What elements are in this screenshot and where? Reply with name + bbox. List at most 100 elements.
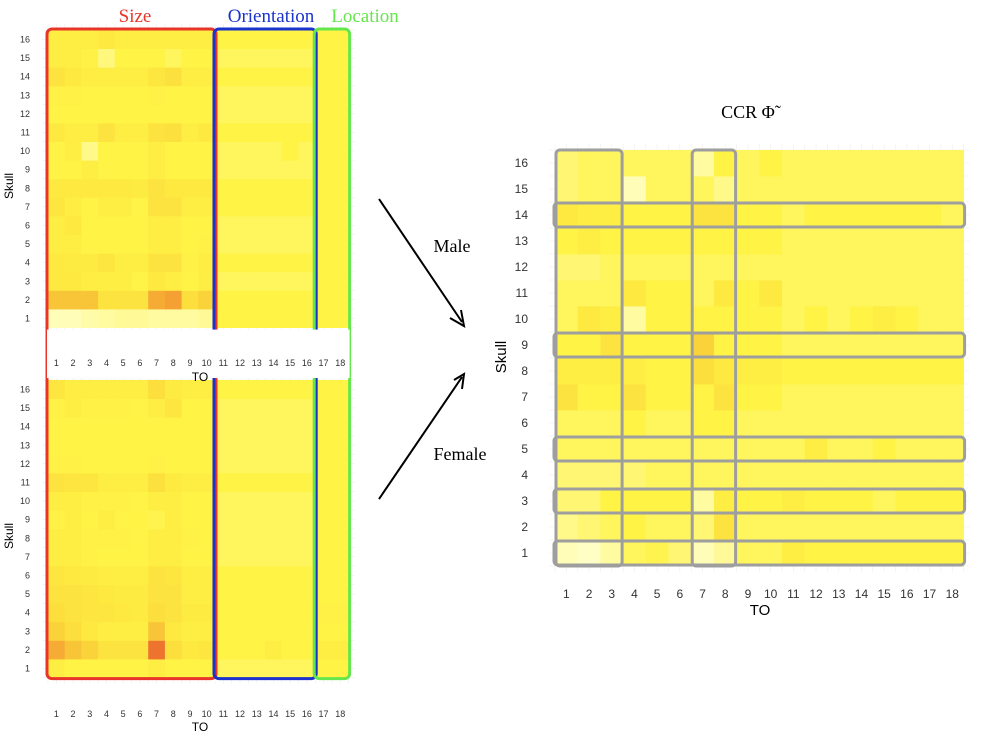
heatmap-cell — [265, 234, 283, 254]
heatmap-cell — [827, 358, 851, 385]
heatmap-cell — [331, 454, 349, 474]
heatmap-cell — [181, 473, 199, 492]
heatmap-cell — [713, 228, 737, 255]
ccr-xlabel: TO — [750, 602, 771, 619]
heatmap-cell — [281, 473, 299, 492]
heatmap-cell — [827, 176, 851, 203]
y-tick-label: 11 — [21, 477, 30, 487]
heatmap-cell — [281, 380, 299, 399]
heatmap-cell — [114, 253, 132, 273]
heatmap-cell — [298, 104, 316, 124]
heatmap-cell — [148, 160, 166, 180]
heatmap-cell — [198, 473, 216, 492]
heatmap-cell — [872, 462, 896, 489]
heatmap-cell — [691, 462, 715, 489]
heatmap-cell — [331, 30, 349, 49]
y-tick-label: 16 — [20, 34, 30, 44]
heatmap-cell — [555, 488, 579, 515]
heatmap-cell — [114, 48, 132, 68]
heatmap-cell — [181, 584, 199, 604]
heatmap-cell — [248, 398, 266, 418]
heatmap-cell — [231, 271, 249, 291]
heatmap-cell — [331, 603, 349, 623]
heatmap-cell — [131, 417, 149, 437]
heatmap-cell — [315, 621, 333, 641]
y-tick-label: 2 — [25, 295, 30, 305]
heatmap-cell — [81, 621, 99, 641]
heatmap-cell — [759, 176, 783, 203]
heatmap-cell — [164, 197, 182, 217]
y-tick-label: 5 — [25, 589, 30, 599]
group-boxes: 1 2 3 4 5 6 7 8 9 10 11 12 13 14 15 16 17 18 — [45, 27, 967, 681]
heatmap-cell — [265, 271, 283, 291]
heatmap-cell — [668, 228, 692, 255]
y-tick-label: 6 — [25, 220, 30, 230]
heatmap-cell — [315, 566, 333, 585]
heatmap-cell — [872, 514, 896, 541]
y-tick-label: 1 — [521, 546, 528, 560]
heatmap-cell — [248, 85, 266, 105]
heatmap-cell — [131, 640, 149, 660]
heatmap-cell — [164, 216, 182, 235]
heatmap-cell — [48, 234, 66, 254]
heatmap-cell — [713, 332, 737, 359]
heatmap-cell — [148, 85, 166, 105]
heatmap-cell — [181, 510, 199, 530]
heatmap-cell — [164, 160, 182, 180]
heatmap-cell — [98, 584, 116, 604]
heatmap-cell — [48, 104, 66, 124]
heatmap-cell — [940, 462, 964, 489]
heatmap-cell — [804, 410, 828, 437]
heatmap-cell — [850, 228, 874, 255]
y-tick-label: 9 — [25, 515, 30, 525]
heatmap-cell — [298, 178, 316, 198]
heatmap-cell — [668, 150, 692, 177]
heatmap-cell — [148, 491, 166, 511]
heatmap-cell — [48, 640, 66, 660]
heatmap-cell — [940, 280, 964, 307]
heatmap-cell — [64, 454, 82, 474]
heatmap-cell — [81, 603, 99, 623]
heatmap-cell — [645, 176, 669, 203]
heatmap-cell — [148, 640, 166, 660]
heatmap-cell — [713, 254, 737, 281]
heatmap-cell — [691, 488, 715, 515]
heatmap-cell — [248, 435, 266, 455]
heatmap-cell — [114, 104, 132, 124]
heatmap-cell — [577, 514, 601, 541]
heatmap-cell — [331, 640, 349, 660]
heatmap-cell — [181, 141, 199, 161]
heatmap-cell — [623, 332, 647, 359]
heatmap-cell — [164, 123, 182, 142]
y-tick-label: 11 — [21, 127, 30, 137]
heatmap-cell — [148, 435, 166, 455]
heatmap-cell — [850, 384, 874, 411]
heatmap-cell — [827, 436, 851, 463]
heatmap-cell — [281, 603, 299, 623]
heatmap-cell — [231, 216, 249, 235]
heatmap-cell — [231, 178, 249, 198]
heatmap-cell — [181, 234, 199, 254]
heatmap-cell — [600, 228, 624, 255]
ccr-title: CCR Φ̃ — [721, 102, 781, 122]
x-tick-label: 11 — [219, 709, 228, 719]
heatmap-cell — [98, 659, 116, 678]
heatmap-cell — [623, 410, 647, 437]
heatmap-cell — [148, 67, 166, 87]
heatmap-cell — [148, 473, 166, 492]
heatmap-cell — [48, 435, 66, 455]
heatmap-cell — [315, 67, 333, 87]
heatmap-cell — [940, 332, 964, 359]
heatmap-cell — [691, 228, 715, 255]
heatmap-cell — [248, 659, 266, 678]
heatmap-cell — [782, 280, 806, 307]
heatmap-cell — [645, 488, 669, 515]
heatmap-cell — [668, 280, 692, 307]
heatmap-cell — [298, 528, 316, 548]
heatmap-cell — [248, 178, 266, 198]
heatmap-cell — [850, 254, 874, 281]
heatmap-cell — [918, 540, 942, 567]
heatmap-cell — [98, 528, 116, 548]
heatmap-cell — [315, 141, 333, 161]
heatmap-cell — [215, 104, 233, 124]
